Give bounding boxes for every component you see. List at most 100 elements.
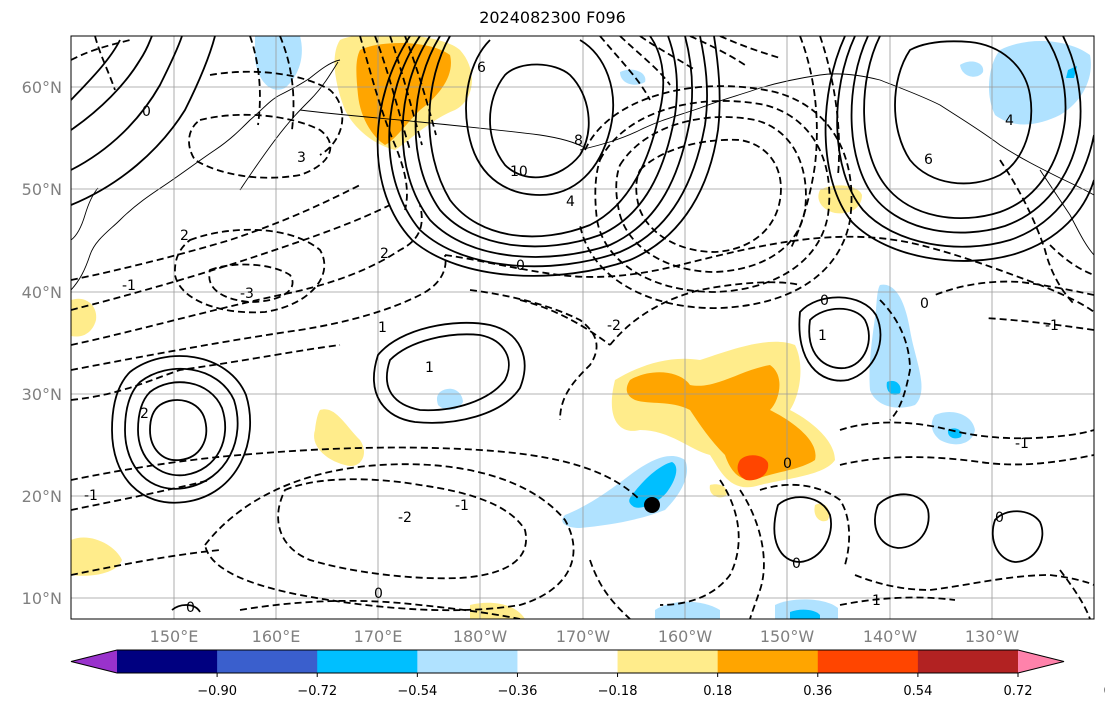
contour-label: 0 — [995, 510, 1004, 526]
coastline-asia — [71, 59, 341, 291]
shade-yellow — [314, 409, 365, 466]
contour-label: -2 — [398, 510, 412, 526]
contour-solid — [465, 39, 614, 196]
shade-yellow — [470, 602, 525, 619]
colorbar-outline — [70, 649, 1065, 674]
contour-solid — [773, 496, 832, 563]
colorbar-extend-high — [1018, 650, 1064, 673]
contour-dashed — [599, 36, 651, 101]
contour-solid — [385, 333, 510, 412]
colorbar-tick-label: 0.72 — [1004, 684, 1033, 699]
lat-label-50n: 50°N — [22, 180, 62, 199]
colorbar-segment — [817, 650, 919, 673]
contour-label: -1 — [455, 498, 469, 514]
contour-dashed — [277, 478, 527, 580]
map-background — [71, 36, 1094, 619]
shade-blue — [1066, 66, 1077, 78]
contour-dashed — [519, 299, 611, 346]
contour-dashed — [209, 70, 344, 156]
contour-solid — [71, 36, 183, 171]
contour-label: 2 — [140, 406, 149, 422]
colorbar-segment — [417, 650, 518, 673]
colorbar-segment — [717, 650, 819, 673]
contour-dashed — [879, 299, 911, 421]
shade-lightblue — [869, 284, 922, 408]
lon-label-160w: 160°W — [658, 627, 713, 646]
contour-dashed — [839, 421, 1094, 440]
lat-label-40n: 40°N — [22, 283, 62, 302]
contour-dashed — [759, 483, 850, 566]
contour-label: -1 — [122, 278, 136, 294]
colorbar-segments — [71, 650, 1064, 673]
colorbar-segment — [117, 650, 218, 673]
lon-label-140w: 140°W — [863, 627, 918, 646]
colorbar-tick-label: −0.54 — [397, 684, 437, 699]
contour-dashed — [689, 36, 746, 66]
contour-solid — [137, 381, 227, 477]
contour-dashed — [854, 574, 1094, 591]
contour-label: 0 — [516, 258, 525, 274]
lat-label-30n: 30°N — [22, 385, 62, 404]
colorbar: −0.90 −0.72 −0.54 −0.36 −0.18 0.18 0.36 0.54 0.7… — [70, 649, 1105, 699]
gridlines — [71, 36, 1094, 619]
contour-label: 1 — [425, 360, 434, 376]
contour-label: -1 — [1045, 318, 1059, 334]
colorbar-ticks: −0.90 −0.72 −0.54 −0.36 −0.18 0.18 0.36 0.54 0.7… — [197, 673, 1105, 699]
lon-label-130w: 130°W — [965, 627, 1020, 646]
lon-label-170w: 170°W — [556, 627, 611, 646]
contour-dashed — [984, 317, 1094, 331]
coastline-aleutians — [299, 109, 586, 149]
contour-label: -3 — [240, 286, 254, 302]
contour-label: 4 — [566, 194, 575, 210]
contour-dashed — [374, 36, 411, 151]
shade-lightblue — [620, 69, 646, 85]
contour-dashed — [404, 36, 437, 136]
contour-dashed — [71, 344, 341, 401]
contour-solid — [874, 493, 930, 549]
shade-lightblue — [960, 61, 984, 77]
dashed-contours — [71, 36, 1094, 619]
coastline-kamchatka — [239, 61, 339, 191]
contour-label: 2 — [180, 228, 189, 244]
coastline-layer — [71, 59, 1094, 291]
colorbar-segment — [917, 650, 1019, 673]
contour-solid — [401, 36, 693, 258]
lat-label-10n: 10°N — [22, 589, 62, 608]
contour-solid — [171, 604, 201, 613]
contour-label: 0 — [783, 456, 792, 472]
map-title: 2024082300 F096 — [479, 8, 626, 27]
shade-lightblue — [931, 411, 975, 445]
colorbar-extend-low — [71, 650, 117, 673]
contour-dashed — [94, 36, 116, 91]
lon-label-150e: 150°E — [150, 627, 199, 646]
contour-label: 0 — [920, 296, 929, 312]
contour-label: 4 — [1005, 113, 1014, 129]
contour-label: 0 — [792, 556, 801, 572]
contour-label: 0 — [186, 600, 195, 616]
contour-solid — [71, 36, 153, 131]
contour-dashed — [594, 100, 831, 293]
coastline-alaska — [579, 73, 1094, 196]
contour-solid — [991, 510, 1044, 563]
contour-label: 1 — [378, 320, 387, 336]
colorbar-tick-label: −0.72 — [297, 684, 337, 699]
contour-label: 0 — [142, 104, 151, 120]
contour-label: 1 — [872, 593, 881, 609]
colorbar-tick-label: −0.90 — [197, 684, 237, 699]
contour-label: 1 — [818, 328, 827, 344]
contour-solid — [124, 367, 239, 490]
map-content: 6 8 10 4 0 2 1 3 0 2 -1 -3 -2 -1 0 1 2 -… — [71, 36, 1094, 619]
contour-dashed — [839, 454, 1094, 466]
contour-dashed — [71, 446, 641, 501]
contour-dashed — [469, 289, 598, 421]
contour-label: 3 — [297, 150, 306, 166]
colorbar-segment — [617, 650, 719, 673]
contour-solid — [850, 36, 1082, 234]
contour-solid — [808, 307, 870, 369]
contour-dashed — [359, 36, 408, 211]
contour-solid — [824, 36, 1094, 262]
shade-yellow — [709, 484, 727, 498]
map-frame — [70, 35, 1095, 620]
contour-label: 0 — [820, 293, 829, 309]
contour-dashed — [635, 138, 782, 253]
